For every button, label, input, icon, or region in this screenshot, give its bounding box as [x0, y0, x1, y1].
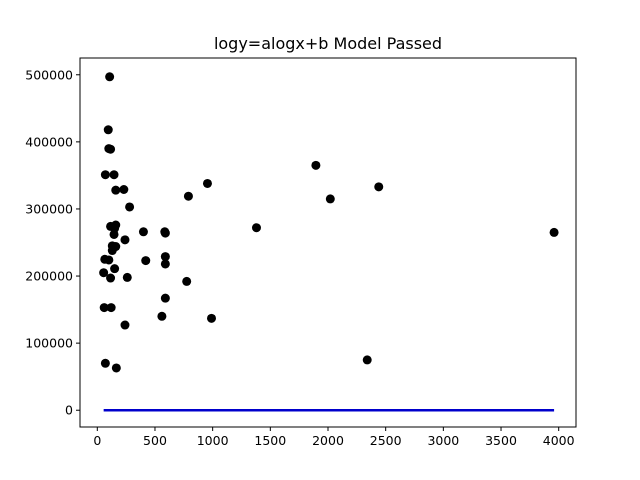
data-point: [160, 228, 170, 238]
data-point: [206, 313, 216, 323]
x-tick-label: 2000: [312, 433, 344, 448]
data-point: [120, 235, 130, 245]
data-point: [111, 185, 121, 195]
data-point: [183, 191, 193, 201]
plot-axes: 0 500 1000 1500 2000 2500 3000 3500 4000 0 100000 2…: [25, 67, 574, 448]
data-point: [100, 170, 110, 180]
data-point: [549, 227, 559, 237]
data-point: [106, 273, 116, 283]
data-point: [110, 264, 120, 274]
data-point: [119, 184, 129, 194]
data-point: [106, 144, 116, 154]
x-tick-label: 0: [93, 433, 101, 448]
data-point: [125, 202, 135, 212]
x-tick-label: 1000: [197, 433, 229, 448]
data-point: [160, 252, 170, 262]
data-point: [106, 303, 116, 313]
data-point: [111, 363, 121, 373]
data-point: [160, 293, 170, 303]
y-tick-label: 0: [65, 403, 73, 418]
data-point: [99, 268, 109, 278]
data-point: [202, 178, 212, 188]
data-point: [109, 229, 119, 239]
data-point: [109, 170, 119, 180]
plot-frame: [79, 57, 577, 428]
y-tick-label: 300000: [25, 201, 73, 216]
x-tick-label: 1500: [254, 433, 286, 448]
data-point: [160, 259, 170, 269]
y-tick-label: 400000: [25, 134, 73, 149]
data-point: [182, 276, 192, 286]
data-point: [141, 256, 151, 266]
data-point: [374, 182, 384, 192]
data-point: [325, 194, 335, 204]
plot-marks: [99, 72, 559, 412]
chart-title: logy=alogx+b Model Passed: [214, 34, 442, 53]
data-point: [103, 125, 113, 135]
x-tick-label: 2500: [370, 433, 402, 448]
data-point: [138, 227, 148, 237]
data-point: [99, 303, 109, 313]
data-point: [104, 255, 114, 265]
x-tick-label: 4000: [543, 433, 575, 448]
y-tick-label: 100000: [25, 336, 73, 351]
data-point: [105, 72, 115, 82]
data-point: [122, 272, 132, 282]
y-tick-label: 500000: [25, 67, 73, 82]
data-point: [107, 246, 117, 256]
data-point: [311, 160, 321, 170]
data-point: [120, 320, 130, 330]
x-tick-label: 3500: [485, 433, 517, 448]
x-tick-label: 3000: [427, 433, 459, 448]
x-tick-label: 500: [143, 433, 167, 448]
data-point: [157, 311, 167, 321]
y-tick-label: 200000: [25, 269, 73, 284]
data-point: [251, 223, 261, 233]
data-point: [100, 358, 110, 368]
data-point: [362, 355, 372, 365]
